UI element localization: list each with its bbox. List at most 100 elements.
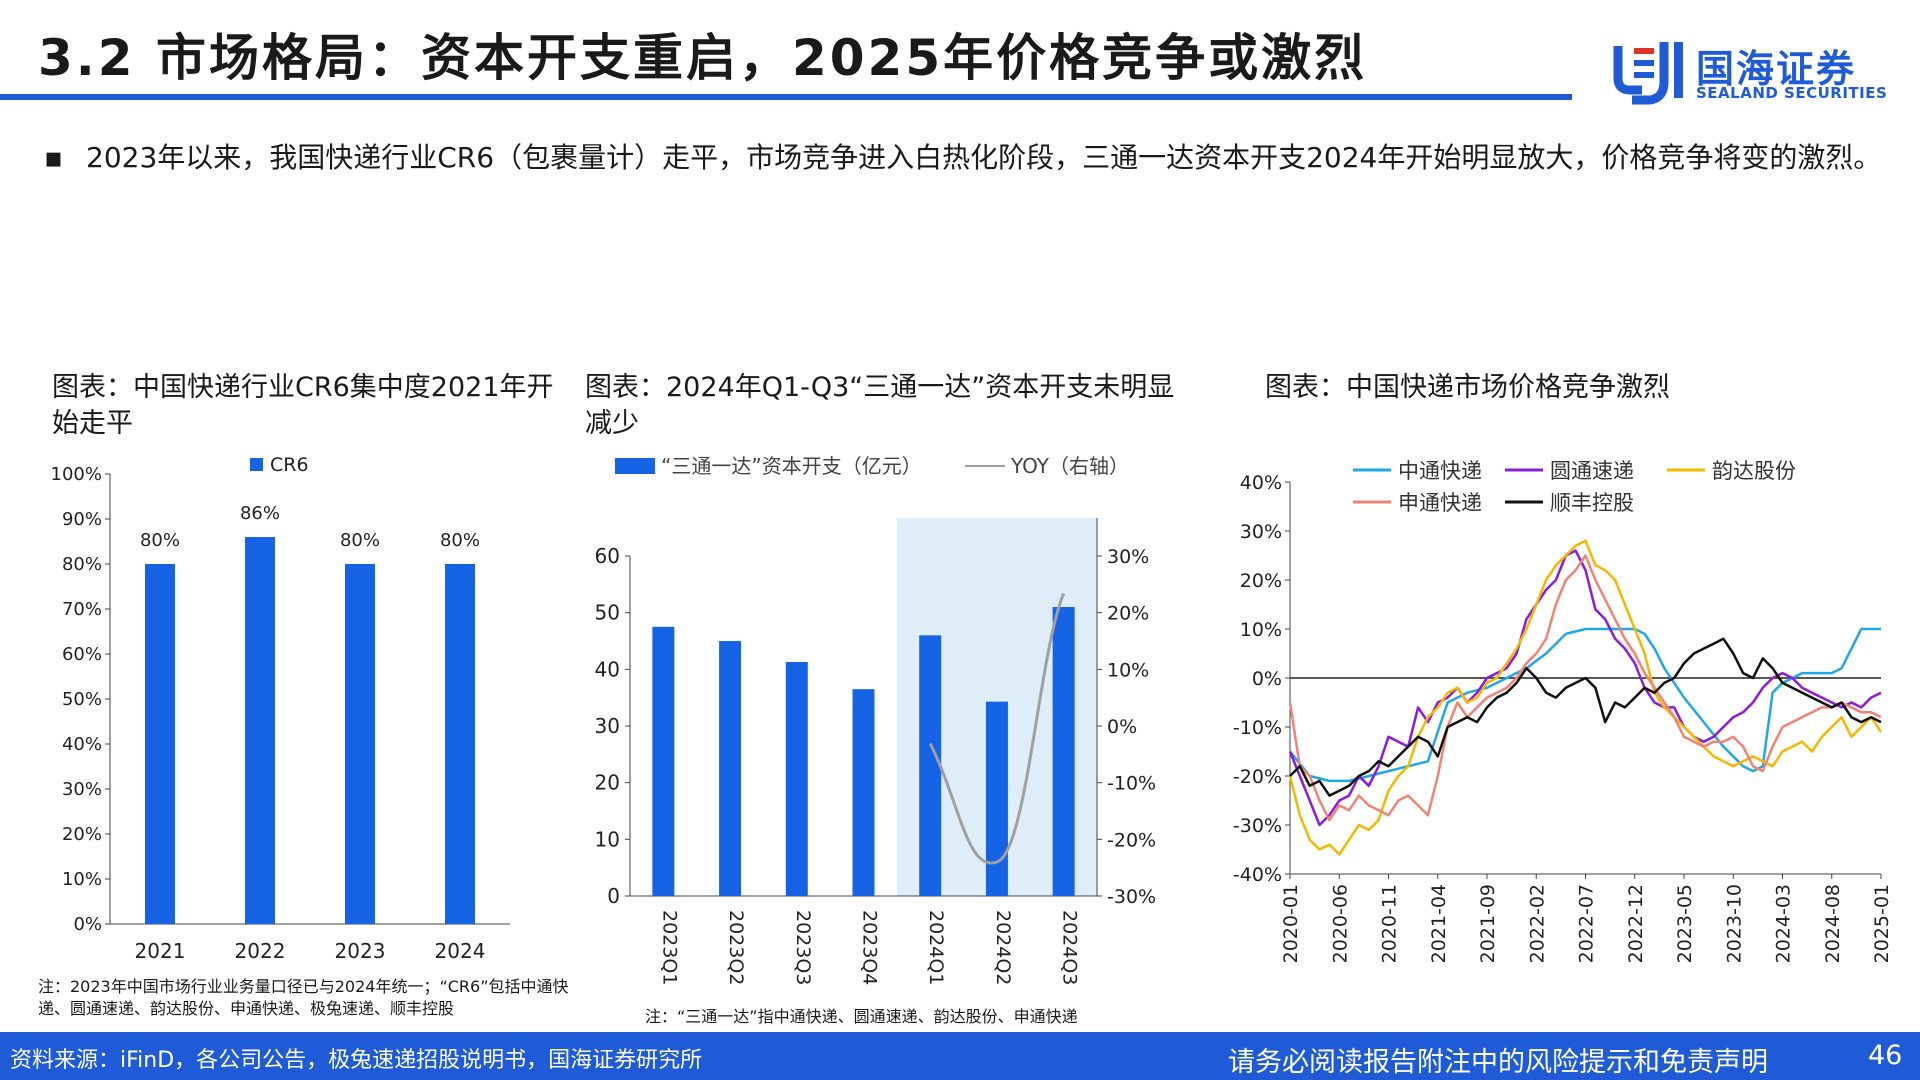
bar-capex <box>1052 607 1075 896</box>
y-tick-label: 30% <box>1240 521 1282 543</box>
x-tick-label: 2021-04 <box>1428 884 1450 963</box>
y-tick-label: 30% <box>62 779 102 800</box>
x-tick-label: 2024Q2 <box>992 910 1014 985</box>
y-left-tick-label: 60 <box>595 544 620 568</box>
y-tick-label: 20% <box>62 824 102 845</box>
x-tick-label: 2024-08 <box>1822 884 1844 963</box>
bar-capex <box>985 701 1008 896</box>
y-tick-label: 70% <box>62 599 102 620</box>
sealand-logo: 国海证券 SEALAND SECURITIES <box>1612 38 1888 108</box>
x-tick-label: 2023Q3 <box>792 910 814 985</box>
x-tick-label: 2021 <box>135 939 186 963</box>
y-tick-label: 0% <box>1252 668 1282 690</box>
bar-capex <box>785 661 808 896</box>
legend-label-capex: “三通一达”资本开支（亿元） <box>661 454 922 478</box>
x-tick-label: 2022-02 <box>1526 884 1548 963</box>
chart2-note: 注：“三通一达”指中通快递、圆通速递、韵达股份、申通快递 <box>645 1007 1078 1026</box>
y-tick-label: 10% <box>62 869 102 890</box>
y-tick-label: 100% <box>51 464 102 485</box>
y-left-tick-label: 0 <box>607 884 620 908</box>
x-tick-label: 2021-09 <box>1477 884 1499 963</box>
x-tick-label: 2022-07 <box>1576 884 1598 963</box>
series-line-圆通速递 <box>1288 549 1882 827</box>
legend-swatch-capex <box>615 458 655 474</box>
bar-cr6 <box>245 537 275 924</box>
y-tick-label: 10% <box>1240 619 1282 641</box>
y-tick-label: 40% <box>1240 472 1282 494</box>
data-label: 80% <box>340 530 380 551</box>
y-tick-label: -30% <box>1233 815 1282 837</box>
bar-capex <box>719 641 742 896</box>
y-left-tick-label: 30 <box>595 714 620 738</box>
y-left-tick-label: 40 <box>595 657 620 681</box>
y-right-tick-label: -10% <box>1107 773 1156 795</box>
y-tick-label: -10% <box>1233 717 1282 739</box>
series-line-韵达股份 <box>1288 539 1883 856</box>
series-line-中通快递 <box>1289 627 1881 783</box>
y-right-tick-label: 0% <box>1107 716 1137 738</box>
y-tick-label: 60% <box>62 644 102 665</box>
y-tick-label: 40% <box>62 734 102 755</box>
x-tick-label: 2023-10 <box>1723 884 1745 963</box>
chart1-note: 注：2023年中国市场行业业务量口径已与2024年统一；“CR6”包括中通快递、… <box>38 977 569 1018</box>
data-label: 80% <box>440 530 480 551</box>
x-tick-label: 2020-06 <box>1329 884 1351 963</box>
bullet-marker: ▪ <box>44 141 63 174</box>
logo-cn-text: 国海证券 <box>1696 47 1857 91</box>
legend-label-yoy: YOY（右轴） <box>1010 454 1129 478</box>
legend-label-cr6: CR6 <box>270 454 309 476</box>
bar-capex <box>852 689 875 896</box>
slide-title: 3.2 市场格局：资本开支重启，2025年价格竞争或激烈 <box>38 29 1368 87</box>
x-tick-label: 2024Q3 <box>1059 910 1081 985</box>
x-tick-label: 2022-12 <box>1625 884 1647 963</box>
x-tick-label: 2023-05 <box>1674 884 1696 963</box>
chart1-cr6-bar-chart: 0% 10% 20% 30% 40% 50% 60% 70% 80% 90% 100% CR6 80% 2… <box>51 454 510 963</box>
x-tick-label: 2020-01 <box>1280 884 1302 963</box>
x-tick-label: 2024 <box>435 939 486 963</box>
legend-label: 圆通速递 <box>1550 459 1634 483</box>
y-right-tick-label: -30% <box>1107 886 1156 908</box>
bar-cr6 <box>445 564 475 924</box>
y-right-tick-label: 10% <box>1107 659 1149 681</box>
y-tick-label: -20% <box>1233 766 1282 788</box>
x-tick-label: 2025-01 <box>1871 884 1893 963</box>
legend-label: 申通快递 <box>1398 491 1482 515</box>
y-left-tick-label: 20 <box>595 771 620 795</box>
footer-source: 资料来源：iFinD，各公司公告，极兔速递招股说明书，国海证券研究所 <box>10 1048 703 1073</box>
y-tick-label: 0% <box>73 914 102 935</box>
sealand-logo-icon <box>1613 42 1683 105</box>
legend-label: 中通快递 <box>1398 459 1482 483</box>
y-left-tick-label: 50 <box>595 601 620 625</box>
y-tick-label: 90% <box>62 509 102 530</box>
legend-swatch-cr6 <box>250 458 263 471</box>
chart3-caption: 图表：中国快递市场价格竞争激烈 <box>1265 372 1670 403</box>
footer-bar: 资料来源：iFinD，各公司公告，极兔速递招股说明书，国海证券研究所 请务必阅读… <box>0 1032 1920 1080</box>
y-right-tick-label: -20% <box>1107 829 1156 851</box>
y-right-tick-label: 20% <box>1107 603 1149 625</box>
bar-capex <box>919 635 942 896</box>
data-label: 80% <box>140 530 180 551</box>
bar-cr6 <box>345 564 375 924</box>
y-right-tick-label: 30% <box>1107 546 1149 568</box>
logo-en-text: SEALAND SECURITIES <box>1696 84 1888 102</box>
x-tick-label: 2023 <box>335 939 386 963</box>
chart2-capex-bar-line-chart: 0 10 20 30 40 50 60 30% 20% 10% 0% -10% -20% -30% “三通一… <box>595 454 1157 985</box>
footer-disclaimer[interactable]: 请务必阅读报告附注中的风险提示和免责声明 <box>1228 1047 1768 1078</box>
x-tick-label: 2024-03 <box>1773 884 1795 963</box>
bar-cr6 <box>145 564 175 924</box>
x-tick-label: 2023Q2 <box>725 910 747 985</box>
legend-label: 韵达股份 <box>1712 459 1796 483</box>
x-tick-label: 2024Q1 <box>925 910 947 985</box>
y-tick-label: 50% <box>62 689 102 710</box>
y-tick-label: -40% <box>1233 864 1282 886</box>
y-tick-label: 80% <box>62 554 102 575</box>
y-tick-label: 20% <box>1240 570 1282 592</box>
chart1-caption: 图表：中国快递行业CR6集中度2021年开始走平 <box>52 372 554 439</box>
x-tick-label: 2023Q1 <box>658 910 680 985</box>
bar-capex <box>652 626 675 896</box>
line-yoy <box>928 592 1066 865</box>
x-tick-label: 2023Q4 <box>859 910 881 985</box>
title-underline <box>0 94 1572 100</box>
x-tick-label: 2020-11 <box>1379 884 1401 963</box>
series-line-申通快递 <box>1288 554 1882 822</box>
